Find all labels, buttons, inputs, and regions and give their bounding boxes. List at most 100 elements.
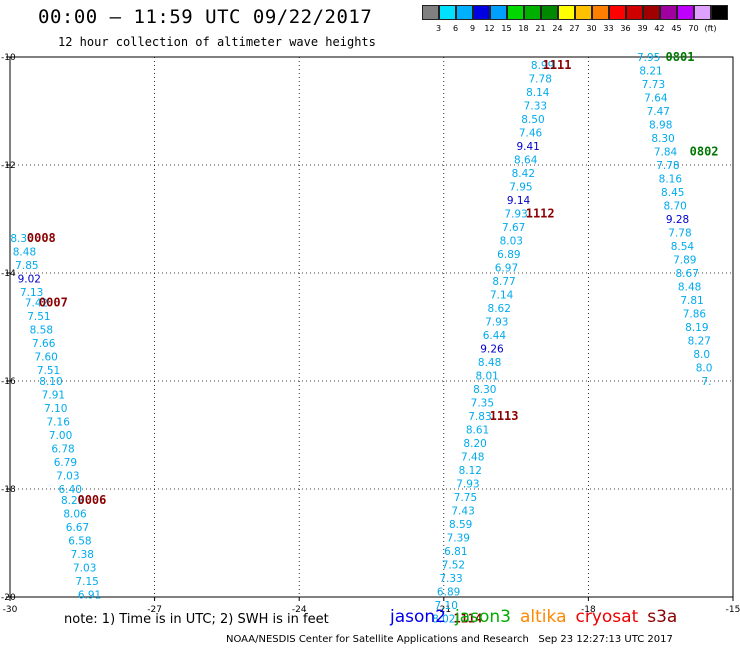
wave-height-value: 7.67 bbox=[502, 222, 525, 234]
scale-label: 3 bbox=[435, 24, 442, 33]
scale-swatch bbox=[592, 5, 609, 20]
wave-height-value: 7.83 bbox=[468, 411, 491, 423]
wave-height-value: 8.50 bbox=[521, 114, 544, 126]
lat-tick-label: -10 bbox=[1, 53, 16, 63]
wave-height-value: 7.47 bbox=[647, 106, 670, 118]
scale-swatch bbox=[456, 5, 473, 20]
wave-height-value: 9.26 bbox=[480, 344, 504, 356]
wave-height-value: 8.58 bbox=[30, 325, 53, 337]
scale-swatch bbox=[643, 5, 660, 20]
scale-swatch bbox=[575, 5, 592, 20]
wave-height-value: 7.84 bbox=[654, 147, 678, 159]
scale-label: 18 bbox=[518, 24, 529, 33]
pass-time-label: 1113 bbox=[490, 409, 519, 423]
wave-height-value: 7.48 bbox=[461, 452, 484, 464]
wave-height-value: 6.44 bbox=[483, 330, 507, 342]
wave-height-value: 7.78 bbox=[529, 74, 552, 86]
wave-height-value: 8.54 bbox=[671, 241, 695, 253]
wave-height-value: 7.33 bbox=[439, 573, 462, 585]
wave-height-value: 7.93 bbox=[504, 209, 527, 221]
pass-time-label: 1114 bbox=[453, 612, 482, 626]
wave-height-value: 7.85 bbox=[15, 260, 38, 272]
scale-swatch bbox=[609, 5, 626, 20]
wave-height-value: 8.03 bbox=[500, 236, 523, 248]
satellite-jason3: jason3 bbox=[455, 607, 511, 627]
note-text: note: 1) Time is in UTC; 2) SWH is in fe… bbox=[64, 612, 329, 627]
wave-height-value: 7.75 bbox=[454, 492, 477, 504]
scale-label: 42 bbox=[654, 24, 665, 33]
wave-height-value: 8.48 bbox=[478, 357, 501, 369]
lat-tick-label: -12 bbox=[1, 161, 16, 171]
satellite-legend: jason2 jason3 altika cryosat s3a bbox=[390, 607, 677, 627]
scale-label: 39 bbox=[637, 24, 648, 33]
wave-height-value: 6.89 bbox=[497, 249, 520, 261]
pass-time-label: 0802 bbox=[690, 145, 719, 159]
scale-swatch bbox=[558, 5, 575, 20]
wave-height-value: 8.61 bbox=[466, 425, 489, 437]
wave-height-value: 8.10 bbox=[39, 376, 62, 388]
satellite-altika: altika bbox=[520, 607, 567, 627]
pass-time-label: 0006 bbox=[77, 493, 106, 507]
wave-height-value: 7.81 bbox=[680, 295, 703, 307]
wave-height-value: 8.21 bbox=[639, 66, 662, 78]
wave-height-value: 8.27 bbox=[688, 336, 711, 348]
wave-height-value: 9.28 bbox=[666, 214, 689, 226]
lon-tick-label: -18 bbox=[581, 605, 596, 615]
wave-height-value: 8.45 bbox=[661, 187, 684, 199]
wave-height-value: 6.58 bbox=[68, 535, 91, 547]
lon-tick-label: -27 bbox=[147, 605, 162, 615]
map-subtitle: 12 hour collection of altimeter wave hei… bbox=[58, 35, 376, 49]
wave-height-value: 7.33 bbox=[524, 101, 547, 113]
lat-tick-label: -18 bbox=[1, 485, 16, 495]
lat-tick-label: -20 bbox=[1, 593, 16, 603]
scale-label: 33 bbox=[603, 24, 614, 33]
wave-height-value: 7.95 bbox=[509, 182, 532, 194]
wave-height-value: 7. bbox=[701, 376, 711, 388]
satellite-cryosat: cryosat bbox=[575, 607, 639, 627]
wave-height-value: 7.35 bbox=[471, 398, 494, 410]
wave-height-value: 7.91 bbox=[42, 390, 65, 402]
wave-height-value: 7.39 bbox=[447, 533, 470, 545]
lat-tick-label: -14 bbox=[1, 269, 16, 279]
scale-swatch bbox=[507, 5, 524, 20]
scale-swatch bbox=[524, 5, 541, 20]
scale-label: 6 bbox=[452, 24, 459, 33]
wave-height-value: 9.02 bbox=[18, 273, 41, 285]
scale-swatch bbox=[541, 5, 558, 20]
wave-height-value: 8.64 bbox=[514, 155, 538, 167]
pass-time-label: 0801 bbox=[666, 50, 695, 64]
wave-height-value: 8.48 bbox=[13, 246, 36, 258]
wave-height-value: 8.77 bbox=[492, 276, 515, 288]
scale-label: 9 bbox=[469, 24, 476, 33]
map-frame bbox=[9, 56, 734, 598]
wave-height-value: 6.67 bbox=[66, 522, 89, 534]
lat-tick-label: -16 bbox=[1, 377, 16, 387]
wave-height-value: 6.97 bbox=[495, 263, 518, 275]
scale-label: 27 bbox=[569, 24, 580, 33]
lon-tick-label: -30 bbox=[3, 605, 18, 615]
scale-swatch bbox=[677, 5, 694, 20]
wave-height-value: 7.51 bbox=[27, 311, 50, 323]
scale-label: 30 bbox=[586, 24, 597, 33]
wave-height-value: 8.30 bbox=[473, 384, 496, 396]
wave-height-value: 6.91 bbox=[78, 589, 101, 601]
wave-height-value: 7.60 bbox=[34, 352, 57, 364]
wave-height-value: 8.02 bbox=[432, 614, 455, 626]
scale-label: 21 bbox=[535, 24, 546, 33]
credit-timestamp: Sep 23 12:27:13 UTC 2017 bbox=[538, 634, 673, 645]
wave-height-value: 7.00 bbox=[49, 430, 72, 442]
wave-height-value: 7.51 bbox=[37, 365, 60, 377]
scale-swatch bbox=[439, 5, 456, 20]
wave-height-value: 8.20 bbox=[463, 438, 486, 450]
wave-height-value: 7.78 bbox=[656, 160, 679, 172]
wave-height-value: 9.14 bbox=[507, 195, 531, 207]
scale-label: 24 bbox=[552, 24, 563, 33]
scale-label: 45 bbox=[671, 24, 682, 33]
wave-height-value: 7.10 bbox=[44, 403, 67, 415]
wave-height-value: 7.73 bbox=[642, 79, 665, 91]
wave-height-value: 7.93 bbox=[485, 317, 508, 329]
wave-height-value: 7.93 bbox=[456, 479, 479, 491]
wave-height-value: 8.06 bbox=[63, 508, 87, 520]
